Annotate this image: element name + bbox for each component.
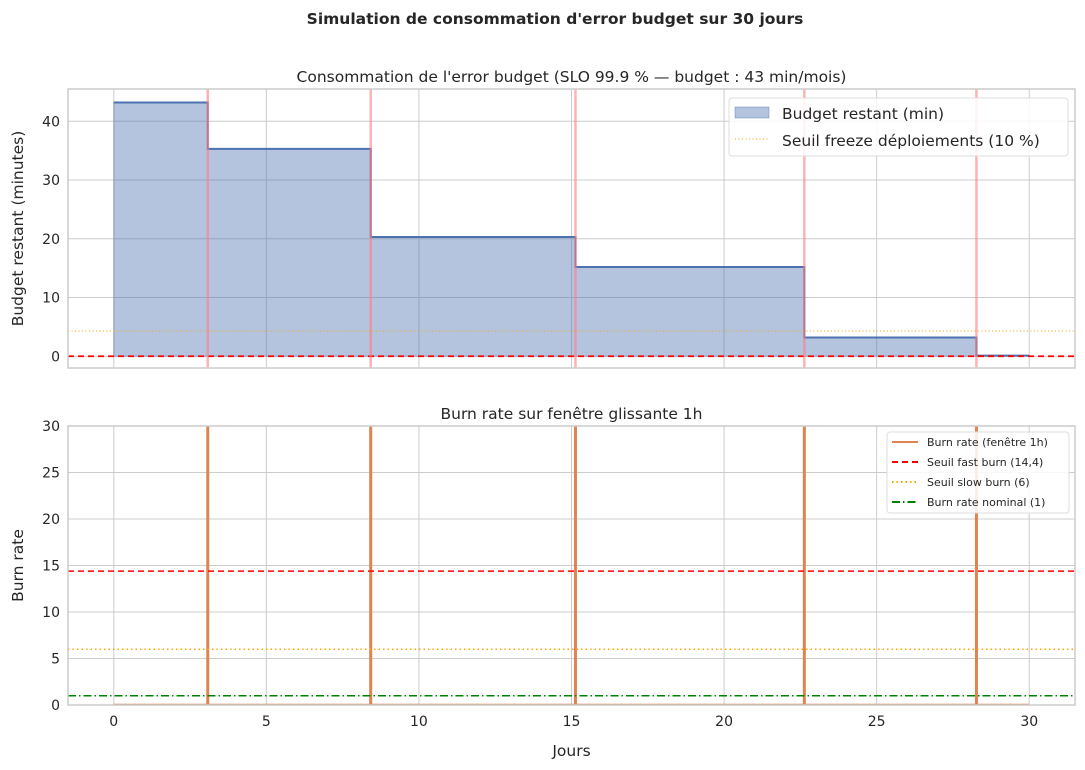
legend: Budget restant (min) Seuil freeze déploie… xyxy=(728,97,1069,157)
legend-label: Burn rate nominal (1) xyxy=(927,496,1045,509)
legend-label: Budget restant (min) xyxy=(782,105,944,123)
legend-box xyxy=(886,431,1070,514)
y-tick-label: 5 xyxy=(51,652,60,668)
x-tick-label: 0 xyxy=(109,714,118,730)
budget-axes: 0 10 20 30 40 Consommation de l'error budget … xyxy=(9,68,1076,369)
axes-frame xyxy=(67,425,1076,706)
legend: Burn rate (fenêtre 1h) Seuil fast burn (1… xyxy=(886,431,1070,514)
x-tick-label: 15 xyxy=(563,714,581,730)
y-tick-label: 15 xyxy=(42,559,60,575)
x-tick-label: 5 xyxy=(262,714,271,730)
legend-label: Burn rate (fenêtre 1h) xyxy=(927,436,1048,449)
x-tick-label: 10 xyxy=(410,714,428,730)
y-tick-label: 0 xyxy=(51,349,60,365)
y-tick-label: 0 xyxy=(51,698,60,714)
axes-title: Consommation de l'error budget (SLO 99.9… xyxy=(297,68,847,86)
x-tick-label: 25 xyxy=(868,714,886,730)
y-axis-label: Budget restant (minutes) xyxy=(9,131,27,327)
y-tick-label: 30 xyxy=(42,419,60,435)
x-tick-label: 20 xyxy=(715,714,733,730)
legend-box xyxy=(728,97,1069,157)
legend-swatch-budget xyxy=(734,106,770,119)
legend-label: Seuil freeze déploiements (10 %) xyxy=(782,132,1040,150)
x-tick-label: 30 xyxy=(1020,714,1038,730)
y-tick-label: 25 xyxy=(42,466,60,482)
burn-rate-axes: 0 5 10 15 20 25 30 0 5 10 15 20 25 30 Burn rate sur fe… xyxy=(9,405,1076,760)
y-tick-label: 10 xyxy=(42,291,60,307)
legend-label: Seuil slow burn (6) xyxy=(927,476,1030,489)
y-tick-label: 20 xyxy=(42,512,60,528)
axes-frame xyxy=(67,88,1076,369)
x-axis-label: Jours xyxy=(551,742,590,760)
plot-area xyxy=(68,89,1075,368)
figure-suptitle: Simulation de consommation d'error budge… xyxy=(307,10,804,28)
y-tick-label: 40 xyxy=(42,114,60,130)
y-axis-label: Burn rate xyxy=(9,529,27,602)
axes-title: Burn rate sur fenêtre glissante 1h xyxy=(441,405,703,423)
legend-label: Seuil fast burn (14,4) xyxy=(927,456,1043,469)
y-tick-label: 20 xyxy=(42,232,60,248)
y-tick-label: 10 xyxy=(42,605,60,621)
y-tick-label: 30 xyxy=(42,173,60,189)
